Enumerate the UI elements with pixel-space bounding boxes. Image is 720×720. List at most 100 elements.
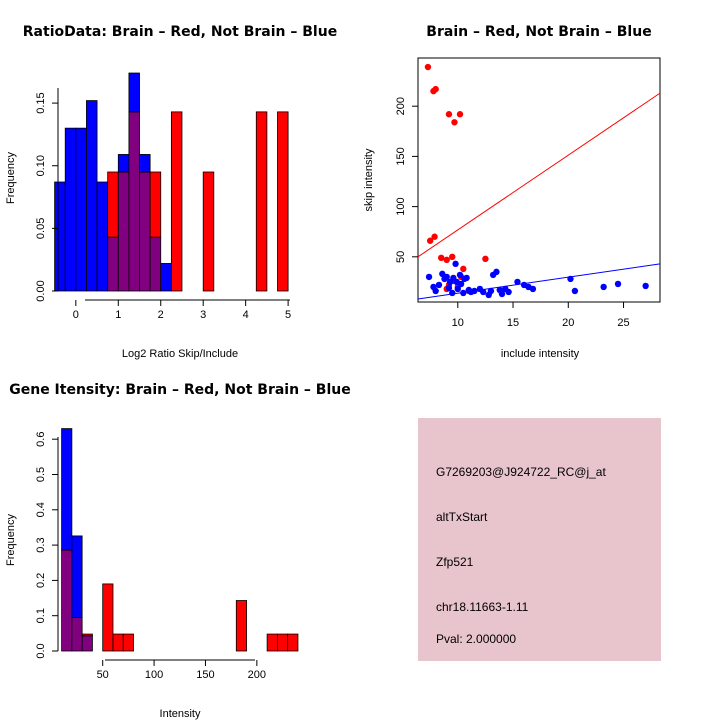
not-brain-bar xyxy=(61,428,73,551)
scatter-plot: Brain – Red, Not Brain – Blue 10 15 20 25 5… xyxy=(363,24,661,360)
brain-fit-line xyxy=(417,92,661,258)
x-tick-label: 2 xyxy=(158,309,164,321)
overlap-bar xyxy=(139,171,151,292)
x-tick-label: 150 xyxy=(196,669,214,681)
intensity-histogram-y-ticks: 0.0 0.1 0.2 0.3 0.4 0.5 0.6 xyxy=(35,432,58,659)
brain-point xyxy=(451,119,458,126)
x-tick-label: 15 xyxy=(507,317,519,329)
y-tick-label: 0.10 xyxy=(35,155,47,176)
not-brain-point xyxy=(449,289,456,297)
intensity-histogram-y-label: Frequency xyxy=(5,514,17,566)
overlap-bar xyxy=(117,171,130,292)
x-tick-label: 20 xyxy=(562,317,574,329)
x-tick-label: 200 xyxy=(248,669,266,681)
not-brain-bar xyxy=(160,263,172,292)
intensity-histogram-title: Gene Itensity: Brain – Red, Not Brain – … xyxy=(9,382,351,398)
not-brain-point xyxy=(456,271,464,279)
info-location: chr18.11663-1.11 xyxy=(436,600,529,614)
y-tick-label: 0.0 xyxy=(35,643,47,658)
brain-point xyxy=(456,111,464,118)
scatter-points xyxy=(424,63,649,299)
info-pval: Pval: 2.000000 xyxy=(436,632,516,646)
not-brain-point xyxy=(493,268,500,276)
overlap-bar xyxy=(149,236,162,292)
not-brain-bar xyxy=(86,100,98,292)
brain-bar xyxy=(107,171,119,238)
brain-bar xyxy=(149,171,162,238)
scatter-x-label: include intensity xyxy=(501,348,580,360)
brain-bar xyxy=(202,171,215,292)
overlap-bar xyxy=(71,617,83,652)
x-tick-label: 1 xyxy=(115,309,121,321)
y-tick-label: 0.00 xyxy=(35,280,47,301)
brain-bar xyxy=(102,583,114,652)
brain-bar xyxy=(122,633,134,652)
brain-bar xyxy=(266,633,278,652)
x-tick-label: 50 xyxy=(97,669,109,681)
y-tick-label: 0.1 xyxy=(35,608,47,623)
y-tick-label: 50 xyxy=(395,251,407,263)
scatter-x-ticks: 10 15 20 25 xyxy=(452,302,630,329)
brain-bar xyxy=(235,600,247,652)
brain-point xyxy=(426,237,434,244)
not-brain-point xyxy=(487,287,495,295)
info-probe-id: G7269203@J924722_RC@j_at xyxy=(436,465,606,479)
intensity-histogram-bars xyxy=(61,428,299,652)
y-tick-label: 0.5 xyxy=(35,467,47,482)
y-tick-label: 200 xyxy=(395,97,407,115)
brain-bar xyxy=(277,111,289,292)
not-brain-point xyxy=(460,289,467,297)
x-tick-label: 25 xyxy=(617,317,629,329)
x-tick-label: 4 xyxy=(243,309,249,321)
brain-point xyxy=(431,233,438,240)
brain-point xyxy=(445,111,453,118)
y-tick-label: 0.15 xyxy=(35,92,47,113)
not-brain-bar xyxy=(139,154,151,173)
not-brain-point xyxy=(642,282,649,290)
brain-point xyxy=(460,265,467,273)
not-brain-bar xyxy=(75,127,87,292)
overlap-bar xyxy=(128,111,140,292)
not-brain-point xyxy=(600,283,607,291)
not-brain-point xyxy=(463,274,470,282)
scatter-title: Brain – Red, Not Brain – Blue xyxy=(426,24,651,40)
not-brain-point xyxy=(454,285,461,293)
ratio-histogram-x-label: Log2 Ratio Skip/Include xyxy=(122,348,238,360)
info-panel-background xyxy=(418,418,661,661)
y-tick-label: 0.6 xyxy=(35,432,47,447)
not-brain-point xyxy=(614,280,622,288)
not-brain-bar xyxy=(96,181,109,292)
intensity-histogram-x-label: Intensity xyxy=(160,708,201,720)
x-tick-label: 10 xyxy=(452,317,464,329)
y-tick-label: 0.3 xyxy=(35,537,47,552)
overlap-bar xyxy=(81,635,93,652)
info-event-type: altTxStart xyxy=(436,510,488,524)
not-brain-point xyxy=(452,260,459,268)
ratio-histogram: RatioData: Brain – Red, Not Brain – Blue… xyxy=(5,24,337,360)
info-gene: Zfp521 xyxy=(436,555,474,569)
not-brain-point xyxy=(498,290,506,298)
scatter-y-label: skip intensity xyxy=(363,148,375,211)
scatter-plot-frame xyxy=(417,57,661,303)
overlap-bar xyxy=(107,236,119,292)
intensity-histogram-x-ticks: 50 100 150 200 xyxy=(97,660,266,681)
brain-point xyxy=(443,256,450,264)
brain-point xyxy=(424,63,432,71)
ratio-histogram-y-label: Frequency xyxy=(5,152,17,204)
not-brain-point xyxy=(457,280,465,288)
y-tick-label: 100 xyxy=(395,197,407,215)
overlap-bar xyxy=(61,549,73,652)
not-brain-point xyxy=(571,287,579,295)
brain-bar xyxy=(276,633,289,652)
info-panel: G7269203@J924722_RC@j_at altTxStart Zfp5… xyxy=(418,418,661,661)
brain-point xyxy=(432,85,439,93)
y-tick-label: 150 xyxy=(395,147,407,165)
not-brain-point xyxy=(479,288,487,296)
not-brain-point xyxy=(514,278,521,286)
not-brain-bar xyxy=(117,154,130,173)
ratio-histogram-y-ticks: 0.00 0.05 0.10 0.15 xyxy=(35,92,58,302)
not-brain-point xyxy=(529,285,537,293)
x-tick-label: 100 xyxy=(145,669,163,681)
brain-bar xyxy=(112,633,124,652)
